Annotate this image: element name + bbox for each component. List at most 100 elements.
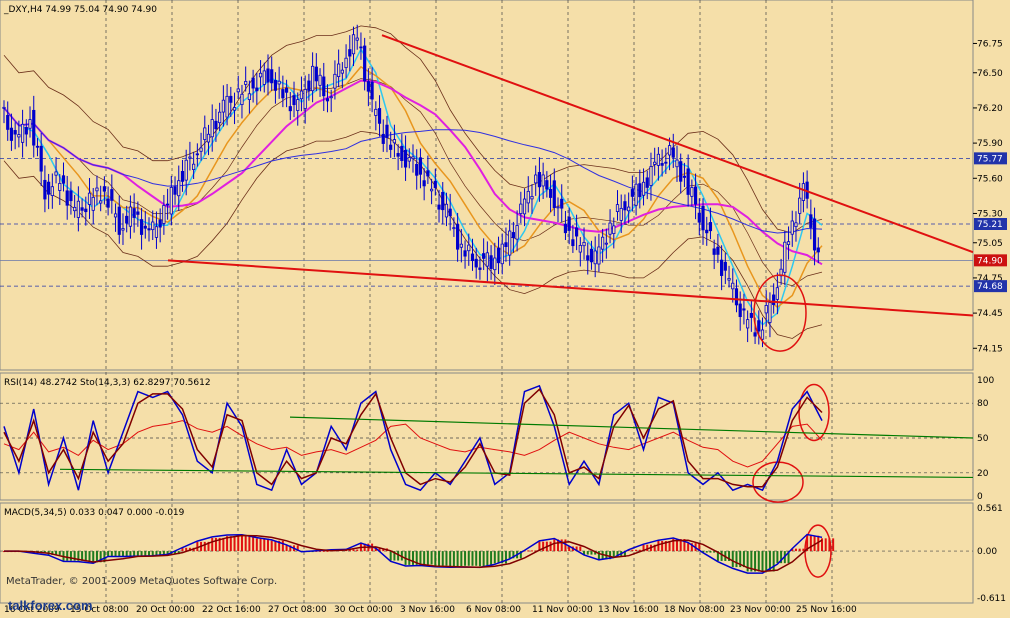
candle-body [180, 170, 185, 182]
macd-tick-label: 0.561 [977, 504, 1003, 514]
macd-histogram-bar [560, 539, 563, 552]
macd-histogram-bar [668, 540, 671, 552]
candle-body [39, 145, 43, 172]
candle-body [753, 332, 757, 337]
rsi-panel[interactable] [0, 372, 974, 501]
candle-body [117, 206, 121, 235]
candle-body [578, 245, 582, 253]
x-tick-label: 30 Oct 00:00 [334, 605, 393, 615]
candle-body [478, 267, 482, 270]
candle-body [749, 312, 753, 318]
candle-body [195, 153, 199, 156]
bollinger-mid [3, 78, 823, 287]
macd-histogram-bar [438, 551, 441, 566]
x-tick-label: 13 Nov 16:00 [598, 605, 659, 615]
macd-histogram-bar [445, 551, 448, 566]
x-tick-label: 23 Nov 00:00 [730, 605, 791, 615]
candle-body [675, 159, 679, 168]
candle-body [58, 183, 62, 191]
macd-histogram-bar [393, 551, 396, 561]
macd-histogram-bar [642, 544, 645, 552]
macd-histogram-bar [285, 545, 288, 552]
candle-body [255, 87, 259, 92]
price-header: _DXY,H4 74.99 75.04 74.90 74.90 [3, 5, 157, 15]
candle-body [344, 57, 348, 69]
candle-body [489, 255, 493, 269]
candle-body [463, 250, 467, 257]
candle-body [682, 175, 687, 178]
macd-histogram-bar [553, 539, 556, 552]
candle-body [727, 277, 731, 281]
y-tick-label: 74.45 [977, 309, 1003, 319]
macd-histogram-bar [806, 535, 809, 552]
candle-body [589, 248, 594, 263]
macd-histogram-bar [542, 541, 545, 552]
price-panel[interactable] [0, 0, 974, 371]
candle-body [385, 124, 389, 139]
candle-body [541, 174, 545, 187]
candle-body [102, 186, 106, 192]
macd-histogram-bar [780, 551, 783, 564]
candle-body [667, 145, 672, 156]
y-tick-label: 76.75 [977, 39, 1003, 49]
candle-body [73, 206, 77, 212]
x-tick-label: 15 Oct 08:00 [70, 605, 129, 615]
macd-histogram-bar [144, 551, 147, 556]
candle-body [493, 257, 497, 271]
macd-histogram-bar [612, 551, 615, 558]
candle-body [586, 255, 590, 261]
macd-histogram-bar [240, 535, 243, 552]
candle-body [91, 196, 95, 211]
macd-histogram-bar [664, 540, 667, 552]
candle-body [266, 68, 270, 83]
macd-tick-label: 0.00 [977, 547, 997, 557]
candle-body [110, 189, 114, 201]
candle-body [258, 72, 263, 78]
candle-body [548, 188, 553, 198]
macd-histogram-bar [140, 551, 143, 556]
macd-histogram-bar [389, 551, 392, 561]
candle-body [396, 153, 400, 157]
candle-body [355, 37, 359, 41]
macd-histogram-bar [397, 551, 400, 561]
macd-histogram-bar [623, 551, 626, 558]
price-tag [974, 254, 1007, 267]
macd-histogram-bar [817, 535, 820, 552]
candle-body [113, 213, 118, 218]
rsi-tick-label: 50 [977, 434, 989, 444]
macd-histogram-bar [255, 538, 258, 552]
macd-histogram-bar [646, 544, 649, 552]
x-tick-label: 20 Oct 00:00 [136, 605, 195, 615]
candle-body [2, 106, 6, 109]
macd-histogram-bar [166, 551, 169, 555]
macd-histogram-bar [452, 551, 455, 566]
rsi-tick-label: 20 [977, 469, 989, 479]
macd-histogram-bar [768, 551, 771, 572]
candle-body [519, 203, 523, 214]
y-tick-label: 74.75 [977, 274, 1003, 284]
macd-histogram-bar [772, 551, 775, 572]
candle-body [456, 224, 460, 250]
candle-body [28, 119, 32, 129]
candle-body [303, 88, 307, 109]
candle-body [366, 81, 370, 92]
candle-body [154, 226, 159, 238]
macd-histogram-bar [423, 551, 426, 565]
macd-header: MACD(5,34,5) 0.033 0.047 0.000 -0.019 [4, 508, 185, 518]
macd-histogram-bar [501, 551, 504, 564]
macd-histogram-bar [735, 551, 738, 568]
candle-body [6, 115, 10, 130]
candle-body [537, 172, 542, 188]
macd-histogram-bar [196, 541, 199, 552]
price-tag-text: 75.21 [977, 220, 1003, 230]
macd-histogram-bar [672, 539, 675, 552]
candle-body [177, 180, 181, 197]
macd-histogram-bar [118, 551, 121, 557]
candle-body [790, 220, 794, 235]
candle-body [214, 120, 218, 130]
x-tick-label: 25 Nov 16:00 [796, 605, 857, 615]
candle-body [24, 127, 28, 135]
macd-histogram-bar [352, 549, 355, 552]
macd-histogram-bar [616, 551, 619, 558]
